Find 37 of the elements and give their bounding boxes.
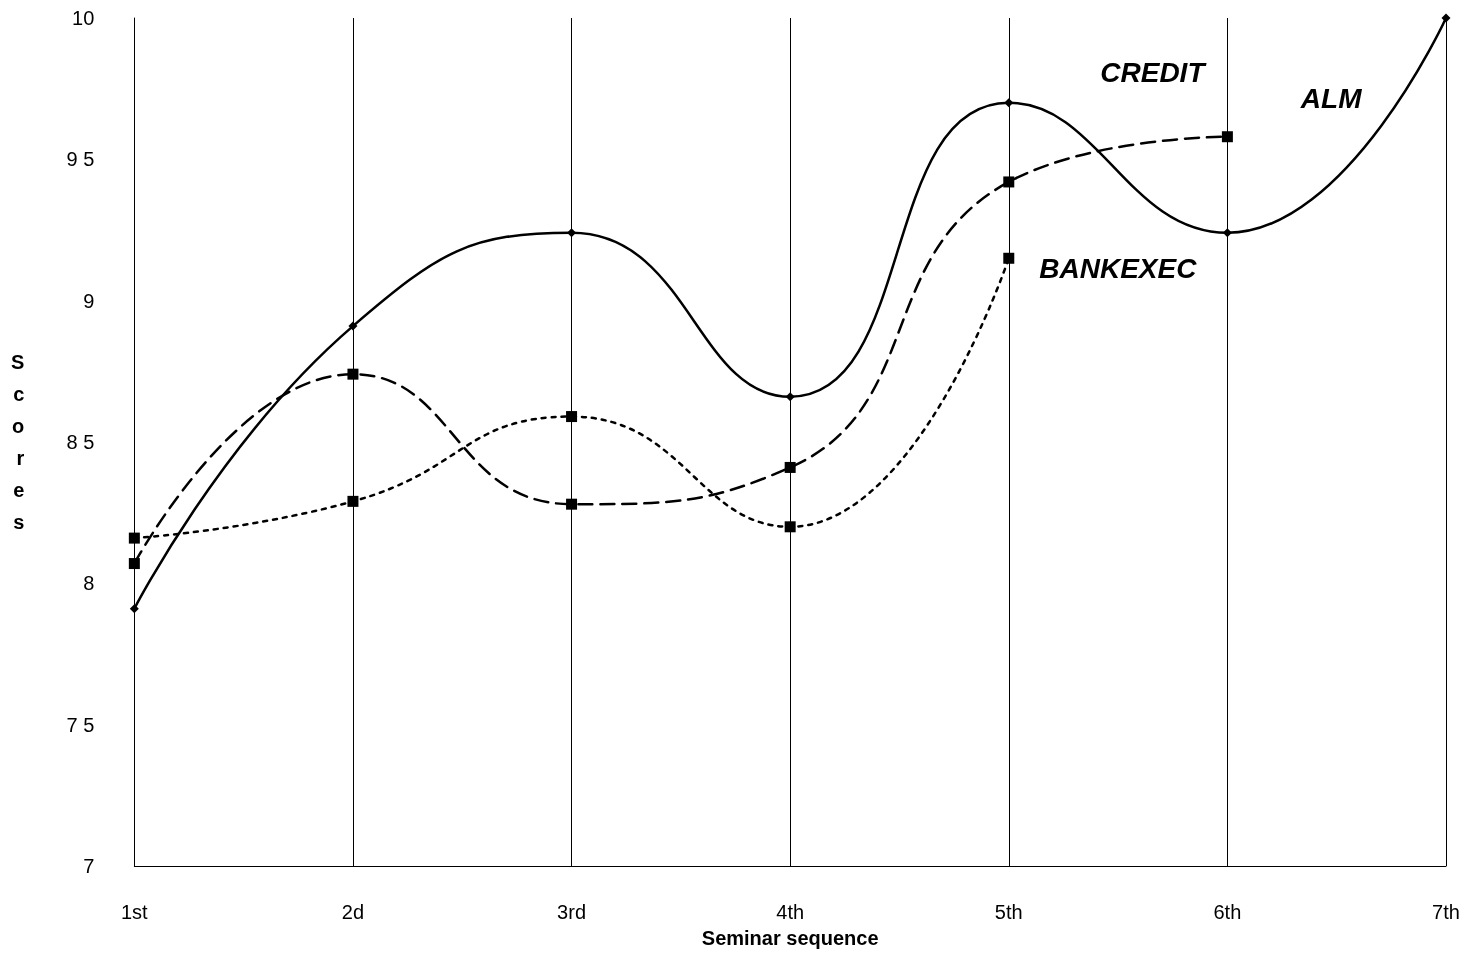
point: [347, 368, 359, 380]
point: [1004, 98, 1014, 108]
y-tick-label: 8 5: [66, 431, 95, 453]
point: [128, 558, 140, 570]
point: [567, 228, 577, 238]
x-tick-label: 7th: [1432, 901, 1460, 923]
y-tick-label: 9 5: [66, 148, 95, 171]
x-tick-label: 6th: [1213, 901, 1242, 923]
x-axis-title: Seminar sequence: [701, 927, 879, 949]
series-label: CREDIT: [1100, 56, 1208, 88]
series-label: BANKEXEC: [1039, 252, 1198, 284]
y-tick-label: 10: [72, 7, 95, 29]
series-label: ALM: [1299, 82, 1363, 114]
x-tick-label: 5th: [994, 901, 1023, 923]
point: [1221, 131, 1233, 143]
point: [128, 532, 140, 544]
point: [785, 392, 795, 402]
x-tick-label: 2d: [341, 901, 365, 923]
point: [784, 521, 796, 533]
point: [347, 495, 359, 507]
point: [129, 604, 139, 614]
point: [1441, 13, 1451, 23]
point: [784, 461, 796, 473]
y-tick-label: 7 5: [66, 713, 95, 736]
x-tick-label: 3rd: [557, 901, 587, 923]
point: [1222, 228, 1232, 238]
x-tick-label: 1st: [121, 901, 149, 923]
y-tick-label: 7: [83, 855, 95, 877]
y-tick-label: 9: [83, 289, 95, 312]
point: [566, 498, 578, 510]
point: [1003, 176, 1015, 188]
x-tick-label: 4th: [776, 901, 805, 923]
y-axis-title: Scores: [11, 351, 25, 533]
point: [1003, 252, 1015, 264]
point: [348, 321, 358, 331]
point: [566, 411, 578, 423]
y-tick-label: 8: [83, 572, 95, 595]
